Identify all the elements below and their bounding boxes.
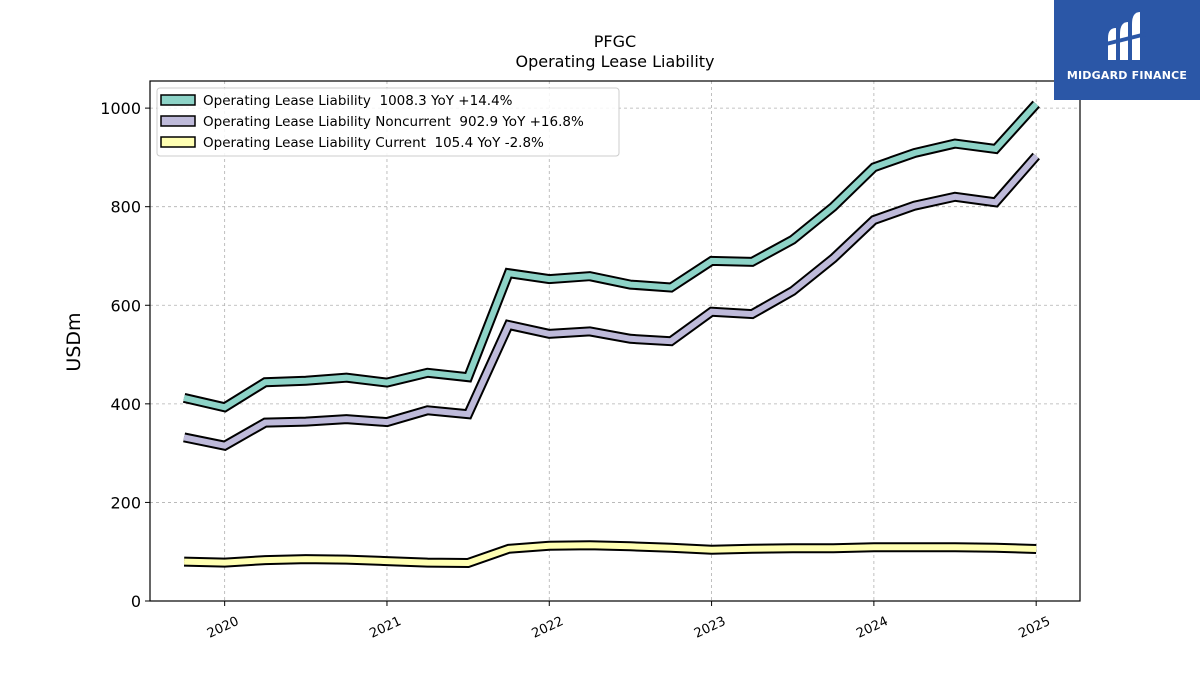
data-point xyxy=(427,562,429,564)
data-point xyxy=(629,284,631,286)
data-point xyxy=(264,381,266,383)
data-point xyxy=(467,413,469,415)
data-point xyxy=(264,422,266,424)
data-point xyxy=(427,409,429,411)
legend-label: Operating Lease Liability 1008.3 YoY +14… xyxy=(203,93,513,109)
y-axis-label: USDm xyxy=(63,312,85,371)
data-point xyxy=(995,201,997,203)
data-point xyxy=(751,261,753,263)
data-point xyxy=(995,148,997,150)
data-point xyxy=(995,547,997,549)
data-point xyxy=(589,544,591,546)
data-point xyxy=(629,545,631,547)
data-point xyxy=(345,559,347,561)
data-point xyxy=(427,372,429,374)
data-point xyxy=(305,421,307,423)
y-tick-label: 0 xyxy=(131,592,141,611)
data-point xyxy=(345,418,347,420)
legend-label: Operating Lease Liability Current 105.4 … xyxy=(203,135,544,151)
data-point xyxy=(589,330,591,332)
data-point xyxy=(913,205,915,207)
data-point xyxy=(1035,103,1037,105)
data-point xyxy=(792,547,794,549)
data-point xyxy=(711,311,713,313)
y-tick-label: 200 xyxy=(110,493,141,512)
data-point xyxy=(792,290,794,292)
data-point xyxy=(508,272,510,274)
x-tick-label: 2021 xyxy=(367,614,403,642)
data-point xyxy=(224,562,226,564)
data-point xyxy=(386,560,388,562)
data-point xyxy=(183,397,185,399)
data-point xyxy=(873,546,875,548)
legend: Operating Lease Liability 1008.3 YoY +14… xyxy=(156,87,620,157)
legend-swatch xyxy=(160,136,196,148)
data-point xyxy=(670,287,672,289)
brand-logo: MIDGARD FINANCE xyxy=(1054,0,1200,100)
plot-frame xyxy=(149,80,1081,602)
series-line-0 xyxy=(183,101,1039,411)
data-point xyxy=(954,546,956,548)
data-point xyxy=(467,376,469,378)
data-point xyxy=(224,445,226,447)
data-point xyxy=(832,206,834,208)
chart-title: PFGC xyxy=(594,32,636,51)
data-point xyxy=(305,380,307,382)
series-outline-1 xyxy=(183,152,1040,451)
legend-label: Operating Lease Liability Noncurrent 902… xyxy=(203,114,584,130)
data-point xyxy=(670,547,672,549)
legend-swatch xyxy=(160,115,196,127)
data-point xyxy=(386,382,388,384)
data-point xyxy=(873,166,875,168)
data-point xyxy=(629,338,631,340)
legend-swatch xyxy=(160,94,196,106)
data-point xyxy=(183,561,185,563)
series-line-1 xyxy=(183,154,1039,449)
data-point xyxy=(548,333,550,335)
data-point xyxy=(589,275,591,277)
data-point xyxy=(670,340,672,342)
y-tick-label: 1000 xyxy=(100,99,141,118)
logo-mark-icon xyxy=(1106,12,1146,60)
series-line-2 xyxy=(184,542,1037,567)
x-tick-label: 2023 xyxy=(692,614,728,642)
data-point xyxy=(954,143,956,145)
chart-subtitle: Operating Lease Liability xyxy=(515,52,714,71)
x-tick-label: 2025 xyxy=(1017,614,1053,642)
data-point xyxy=(548,278,550,280)
x-tick-label: 2022 xyxy=(530,614,566,642)
data-point xyxy=(548,545,550,547)
data-point xyxy=(508,548,510,550)
data-point xyxy=(832,547,834,549)
legend-box xyxy=(156,87,620,157)
x-tick-label: 2020 xyxy=(205,614,241,642)
data-point xyxy=(386,421,388,423)
x-tick-label: 2024 xyxy=(854,614,890,642)
data-point xyxy=(508,324,510,326)
data-point xyxy=(873,219,875,221)
data-point xyxy=(305,558,307,560)
data-point xyxy=(224,406,226,408)
data-point xyxy=(183,436,185,438)
data-point xyxy=(1035,155,1037,157)
y-tick-label: 800 xyxy=(110,198,141,217)
data-point xyxy=(913,546,915,548)
data-point xyxy=(913,152,915,154)
data-point xyxy=(711,260,713,262)
data-point xyxy=(832,257,834,259)
data-point xyxy=(711,549,713,551)
data-point xyxy=(345,377,347,379)
data-point xyxy=(751,548,753,550)
data-point xyxy=(954,196,956,198)
logo-text: MIDGARD FINANCE xyxy=(1066,69,1188,82)
data-point xyxy=(264,559,266,561)
y-tick-label: 600 xyxy=(110,296,141,315)
data-point xyxy=(1035,548,1037,550)
data-point xyxy=(467,562,469,564)
y-tick-label: 400 xyxy=(110,395,141,414)
series-lines xyxy=(182,100,1040,569)
data-point xyxy=(792,239,794,241)
data-point xyxy=(751,313,753,315)
